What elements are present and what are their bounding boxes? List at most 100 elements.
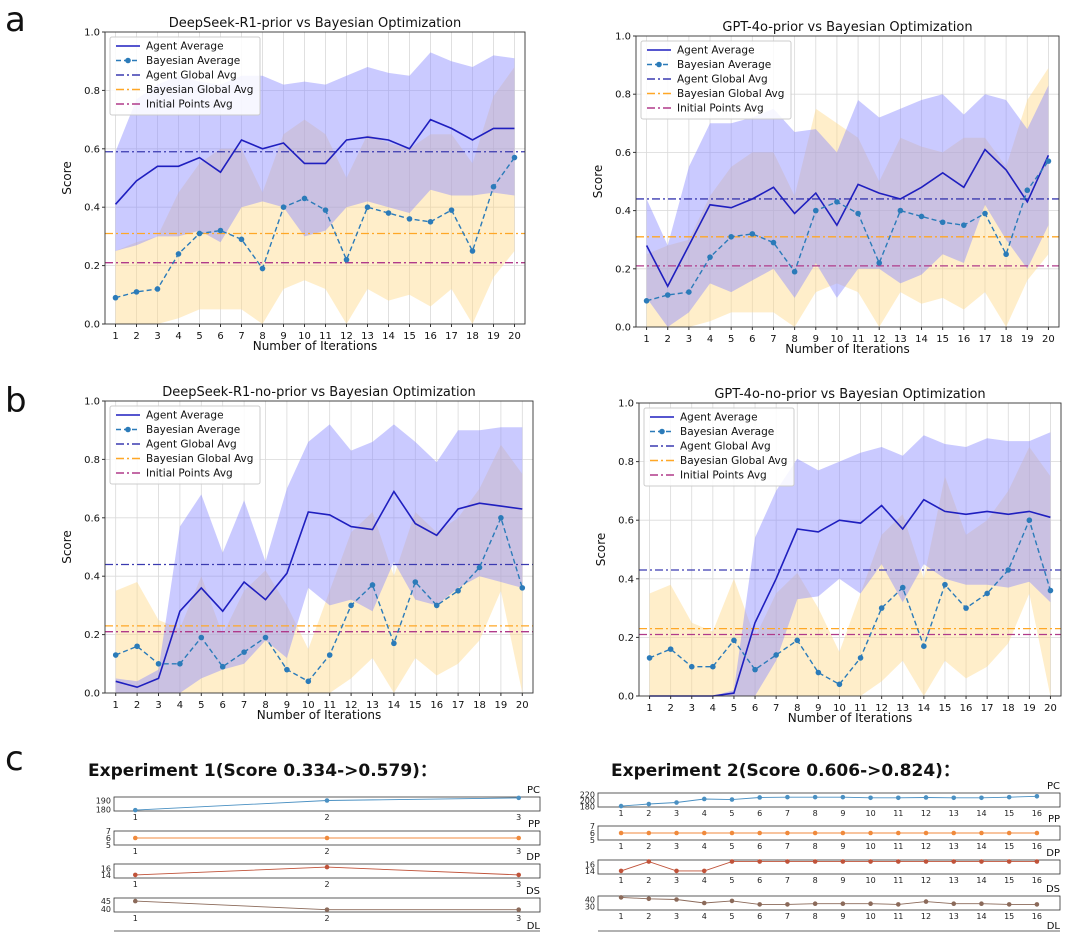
strip-point bbox=[516, 907, 521, 912]
bayes-point bbox=[1005, 567, 1012, 573]
strip-point bbox=[674, 800, 679, 805]
strip-x-tick: 1 bbox=[619, 842, 624, 851]
bayes-point bbox=[710, 663, 716, 670]
strip-x-tick: 15 bbox=[1004, 912, 1014, 921]
bayes-point bbox=[155, 661, 162, 667]
strip-point bbox=[133, 872, 138, 878]
y-tick-label: 0.0 bbox=[615, 323, 631, 334]
bayes-point bbox=[490, 183, 497, 190]
bayes-point bbox=[963, 605, 969, 611]
x-tick-label: 11 bbox=[323, 700, 336, 711]
x-axis-label: Number of Iterations bbox=[257, 708, 382, 722]
strip-point bbox=[646, 801, 652, 807]
strip-x-tick: 16 bbox=[1032, 876, 1042, 885]
strip-point bbox=[324, 907, 330, 912]
strip-x-tick: 11 bbox=[893, 912, 903, 921]
x-tick-label: 10 bbox=[298, 331, 311, 342]
strip-label-dl: DL bbox=[1047, 921, 1061, 932]
x-axis-label: Number of Iterations bbox=[788, 711, 913, 725]
strip-y-tick: 14 bbox=[585, 867, 595, 876]
panel-letter-a: a bbox=[5, 0, 26, 40]
bayes-point bbox=[731, 637, 737, 644]
chart-title: GPT-4o-prior vs Bayesian Optimization bbox=[722, 20, 972, 35]
bayes-band bbox=[115, 444, 523, 693]
strip-x-tick: 8 bbox=[813, 809, 818, 818]
legend-box bbox=[109, 405, 261, 485]
y-tick-label: 0.6 bbox=[615, 148, 631, 159]
bayes-point bbox=[876, 260, 883, 266]
y-tick-label: 0.0 bbox=[84, 689, 100, 700]
y-tick-label: 0.6 bbox=[84, 144, 100, 155]
bayes-point bbox=[134, 643, 140, 650]
strip-point bbox=[701, 796, 707, 802]
x-tick-label: 18 bbox=[466, 331, 479, 342]
x-tick-label: 13 bbox=[894, 334, 907, 345]
strip-x-tick: 5 bbox=[729, 876, 734, 885]
x-tick-label: 15 bbox=[403, 331, 416, 342]
strip-point bbox=[1006, 902, 1012, 907]
strip-point bbox=[1006, 830, 1012, 836]
x-tick-label: 3 bbox=[686, 334, 692, 345]
x-tick-label: 4 bbox=[710, 703, 716, 714]
legend-label: Bayesian Global Avg bbox=[680, 455, 787, 467]
strip-point bbox=[923, 830, 929, 836]
strip-point bbox=[785, 830, 790, 836]
strip-x-tick: 3 bbox=[674, 809, 679, 818]
y-tick-label: 0.8 bbox=[84, 455, 100, 466]
strip-y-tick: 14 bbox=[101, 871, 111, 880]
legend-label: Initial Points Avg bbox=[146, 468, 233, 480]
x-tick-label: 4 bbox=[707, 334, 713, 345]
bayes-point bbox=[385, 210, 392, 216]
legend-label: Initial Points Avg bbox=[146, 99, 233, 111]
strip-point bbox=[701, 900, 707, 906]
legend-box bbox=[640, 40, 792, 120]
strip-label: PC bbox=[1047, 781, 1060, 792]
legend-label: Agent Global Avg bbox=[146, 439, 237, 451]
bayes-point bbox=[219, 663, 226, 670]
chart-title: DeepSeek-R1-no-prior vs Bayesian Optimiz… bbox=[162, 385, 476, 400]
strip-x-tick: 9 bbox=[840, 809, 845, 818]
x-tick-label: 15 bbox=[409, 700, 422, 711]
strip-x-tick: 7 bbox=[785, 809, 790, 818]
strip-x-tick: 13 bbox=[949, 912, 959, 921]
strip-label: DP bbox=[1046, 848, 1060, 859]
strip-point bbox=[133, 898, 138, 904]
strip-y-tick: 7 bbox=[106, 827, 111, 836]
strip-point bbox=[1034, 830, 1040, 836]
strip-point bbox=[1006, 859, 1012, 864]
x-tick-label: 20 bbox=[508, 331, 521, 342]
strip-x-tick: 16 bbox=[1032, 842, 1042, 851]
bayes-average-line bbox=[115, 515, 523, 683]
strip-y-tick: 220 bbox=[580, 790, 595, 799]
experiment-1: Experiment 1(Score 0.334->0.579)： PC 19018… bbox=[88, 761, 540, 932]
strip-x-tick: 3 bbox=[516, 813, 521, 822]
strip-x-tick: 14 bbox=[976, 876, 986, 885]
bayes-point bbox=[448, 207, 455, 213]
x-tick-label: 8 bbox=[791, 334, 797, 345]
x-tick-label: 20 bbox=[516, 700, 529, 711]
bayes-point bbox=[154, 286, 161, 292]
x-tick-label: 6 bbox=[749, 334, 755, 345]
strip-point bbox=[516, 872, 521, 878]
x-tick-label: 15 bbox=[936, 334, 949, 345]
strip-label-dl: DL bbox=[527, 921, 541, 932]
bayes-point bbox=[259, 265, 266, 272]
x-tick-label: 3 bbox=[689, 703, 695, 714]
strip-x-tick: 3 bbox=[516, 914, 521, 923]
strip-y-tick: 5 bbox=[106, 841, 111, 850]
legend-label: Bayesian Average bbox=[677, 59, 771, 71]
x-tick-label: 13 bbox=[896, 703, 909, 714]
bayes-point bbox=[369, 582, 376, 588]
strip-point bbox=[896, 859, 901, 864]
bayes-point bbox=[1026, 517, 1033, 523]
x-tick-label: 12 bbox=[875, 703, 888, 714]
y-tick-label: 0.8 bbox=[615, 90, 631, 101]
legend-marker bbox=[656, 61, 662, 68]
strip-y-tick: 200 bbox=[580, 796, 595, 805]
strip-point bbox=[729, 797, 735, 802]
strip-point bbox=[979, 859, 984, 864]
x-tick-label: 14 bbox=[915, 334, 928, 345]
strip-point bbox=[896, 902, 901, 907]
x-tick-label: 2 bbox=[133, 331, 139, 342]
